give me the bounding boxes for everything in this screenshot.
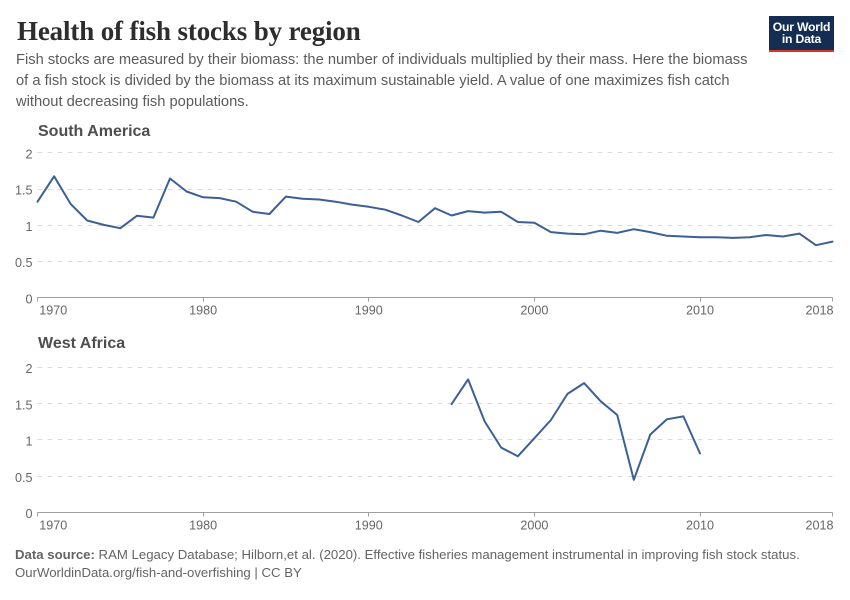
svg-text:0: 0 (25, 292, 32, 306)
svg-text:1: 1 (25, 435, 32, 449)
svg-text:1980: 1980 (189, 518, 217, 532)
svg-text:1.5: 1.5 (15, 184, 33, 198)
svg-text:1: 1 (25, 220, 32, 234)
svg-text:2: 2 (25, 147, 32, 161)
svg-text:0: 0 (25, 507, 32, 521)
svg-text:2000: 2000 (520, 304, 548, 318)
svg-text:0.5: 0.5 (15, 471, 33, 485)
svg-text:0.5: 0.5 (15, 256, 33, 270)
svg-text:1990: 1990 (355, 304, 383, 318)
svg-text:1970: 1970 (39, 304, 67, 318)
svg-text:2018: 2018 (805, 304, 833, 318)
svg-text:1.5: 1.5 (15, 398, 33, 412)
svg-text:1990: 1990 (355, 518, 383, 532)
svg-text:2010: 2010 (686, 304, 714, 318)
svg-text:2: 2 (25, 362, 32, 376)
svg-text:2018: 2018 (805, 518, 833, 532)
svg-text:2010: 2010 (686, 518, 714, 532)
svg-text:1970: 1970 (39, 518, 67, 532)
svg-text:2000: 2000 (520, 518, 548, 532)
svg-text:1980: 1980 (189, 304, 217, 318)
